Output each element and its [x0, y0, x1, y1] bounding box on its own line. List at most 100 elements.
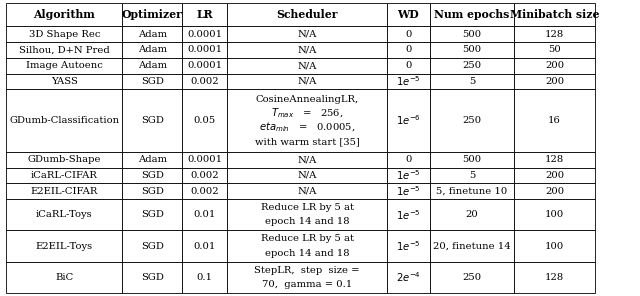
Bar: [227, 42, 387, 58]
Bar: [6, 89, 122, 152]
Bar: [6, 42, 122, 58]
Text: $1e^{-5}$: $1e^{-5}$: [396, 75, 420, 88]
Bar: [387, 199, 430, 230]
Text: SGD: SGD: [141, 210, 164, 219]
Bar: [122, 26, 182, 42]
Bar: [122, 168, 182, 183]
Text: iCaRL-Toys: iCaRL-Toys: [36, 210, 93, 219]
Text: 250: 250: [463, 273, 482, 282]
Text: N/A: N/A: [298, 155, 317, 164]
Bar: [122, 152, 182, 168]
Bar: [387, 58, 430, 73]
Bar: [515, 58, 595, 73]
Bar: [6, 262, 122, 293]
Bar: [122, 199, 182, 230]
Bar: [122, 58, 182, 73]
Text: 50: 50: [548, 46, 561, 54]
Text: 0.05: 0.05: [193, 116, 216, 125]
Text: StepLR,  step  size =: StepLR, step size =: [254, 266, 360, 275]
Bar: [387, 26, 430, 42]
Text: 0.0001: 0.0001: [187, 155, 222, 164]
Bar: [227, 199, 387, 230]
Text: $T_{max}$   =   256,: $T_{max}$ = 256,: [271, 107, 344, 120]
Text: 200: 200: [545, 61, 564, 70]
Bar: [387, 262, 430, 293]
Text: 0: 0: [405, 61, 412, 70]
Bar: [515, 168, 595, 183]
Text: N/A: N/A: [298, 77, 317, 86]
Bar: [6, 3, 122, 26]
Text: Scheduler: Scheduler: [276, 9, 338, 20]
Text: 5: 5: [469, 77, 476, 86]
Bar: [515, 89, 595, 152]
Text: SGD: SGD: [141, 116, 164, 125]
Bar: [515, 152, 595, 168]
Bar: [430, 199, 515, 230]
Bar: [182, 26, 227, 42]
Bar: [430, 262, 515, 293]
Bar: [122, 73, 182, 89]
Bar: [182, 3, 227, 26]
Text: 0.0001: 0.0001: [187, 46, 222, 54]
Text: Silhou, D+N Pred: Silhou, D+N Pred: [19, 46, 110, 54]
Bar: [182, 168, 227, 183]
Text: 500: 500: [463, 155, 482, 164]
Text: LR: LR: [196, 9, 213, 20]
Bar: [122, 183, 182, 199]
Bar: [515, 73, 595, 89]
Text: 20, finetune 14: 20, finetune 14: [433, 242, 511, 250]
Text: Optimizer: Optimizer: [122, 9, 182, 20]
Text: $1e^{-5}$: $1e^{-5}$: [396, 168, 420, 182]
Bar: [182, 230, 227, 262]
Text: 128: 128: [545, 155, 564, 164]
Bar: [430, 152, 515, 168]
Bar: [515, 199, 595, 230]
Text: N/A: N/A: [298, 30, 317, 39]
Bar: [515, 262, 595, 293]
Text: 200: 200: [545, 77, 564, 86]
Bar: [6, 230, 122, 262]
Text: SGD: SGD: [141, 77, 164, 86]
Text: Reduce LR by 5 at: Reduce LR by 5 at: [260, 203, 354, 212]
Text: 0.1: 0.1: [196, 273, 212, 282]
Bar: [6, 26, 122, 42]
Bar: [182, 152, 227, 168]
Text: 0.002: 0.002: [190, 171, 219, 180]
Bar: [387, 230, 430, 262]
Text: 250: 250: [463, 116, 482, 125]
Text: Adam: Adam: [138, 155, 167, 164]
Text: 100: 100: [545, 242, 564, 250]
Bar: [182, 73, 227, 89]
Bar: [227, 230, 387, 262]
Text: 0.0001: 0.0001: [187, 61, 222, 70]
Bar: [430, 230, 515, 262]
Text: GDumb-Shape: GDumb-Shape: [28, 155, 101, 164]
Bar: [227, 183, 387, 199]
Bar: [182, 42, 227, 58]
Text: Image Autoenc: Image Autoenc: [26, 61, 103, 70]
Text: YASS: YASS: [51, 77, 78, 86]
Bar: [182, 58, 227, 73]
Text: 0.01: 0.01: [193, 242, 216, 250]
Bar: [387, 73, 430, 89]
Text: 0.002: 0.002: [190, 77, 219, 86]
Text: CosineAnnealingLR,: CosineAnnealingLR,: [255, 95, 359, 104]
Text: Adam: Adam: [138, 61, 167, 70]
Bar: [6, 58, 122, 73]
Bar: [430, 26, 515, 42]
Text: $2e^{-4}$: $2e^{-4}$: [396, 271, 421, 284]
Text: SGD: SGD: [141, 273, 164, 282]
Text: Algorithm: Algorithm: [33, 9, 95, 20]
Bar: [182, 199, 227, 230]
Text: 200: 200: [545, 186, 564, 196]
Bar: [387, 42, 430, 58]
Text: Adam: Adam: [138, 30, 167, 39]
Text: BiC: BiC: [55, 273, 74, 282]
Bar: [387, 89, 430, 152]
Text: E2EIL-CIFAR: E2EIL-CIFAR: [31, 186, 98, 196]
Text: 0: 0: [405, 30, 412, 39]
Text: with warm start [35]: with warm start [35]: [255, 137, 360, 146]
Bar: [182, 262, 227, 293]
Text: 128: 128: [545, 273, 564, 282]
Bar: [122, 42, 182, 58]
